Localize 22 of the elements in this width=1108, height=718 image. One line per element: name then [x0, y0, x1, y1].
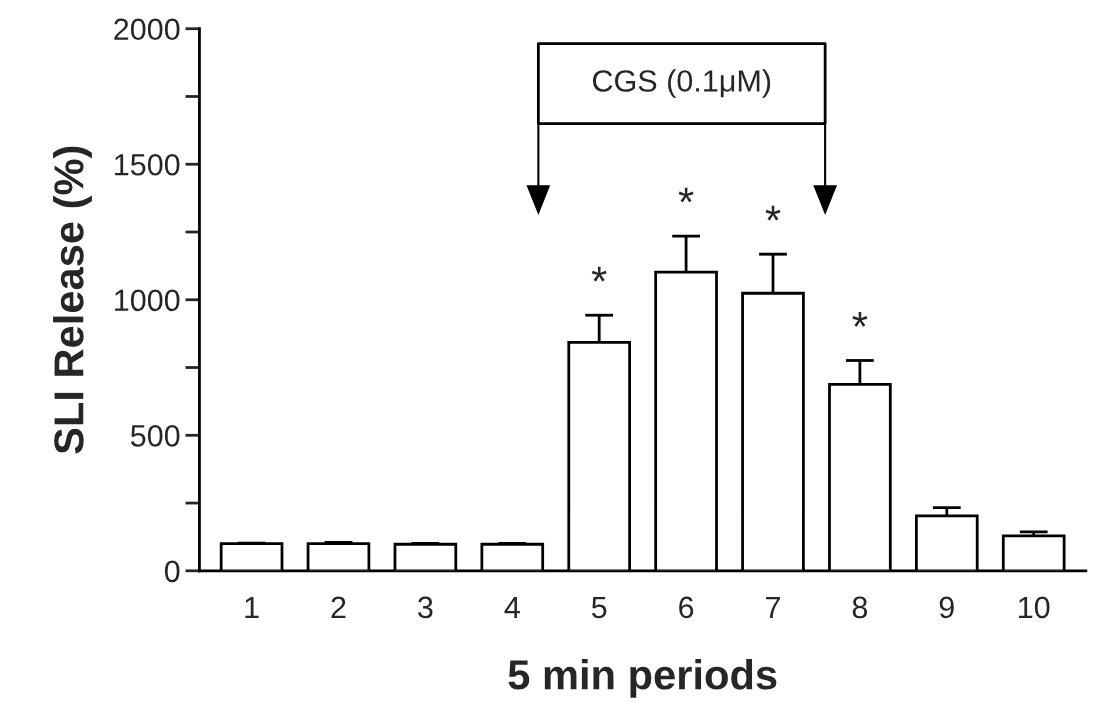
annotation: CGS (0.1μM): [593, 69, 771, 98]
annotation: *: [765, 205, 781, 221]
x-tick-label: 1: [245, 596, 259, 618]
y-tick-label: 1500: [115, 153, 180, 176]
x-tick-label: 3: [418, 596, 433, 619]
y-tick-label: 1000: [115, 289, 180, 312]
x-tick-label: 7: [766, 596, 780, 618]
annotation: *: [678, 187, 694, 203]
x-tick-label: 9: [939, 596, 954, 619]
x-tick-label: 10: [1019, 596, 1050, 619]
y-tick-label: 0: [164, 560, 180, 583]
y-axis-title: SLI Release (%): [53, 146, 92, 454]
x-tick-label: 6: [679, 596, 694, 619]
x-tick-label: 4: [504, 596, 520, 618]
annotation: *: [852, 312, 868, 327]
y-tick-label: 500: [130, 425, 180, 447]
annotation: *: [591, 266, 607, 282]
x-tick-label: 8: [852, 596, 868, 619]
y-tick-label: 2000: [114, 18, 180, 41]
x-tick-label: 5: [591, 596, 607, 619]
x-axis-title: 5 min periods: [508, 659, 777, 698]
x-tick-label: 2: [331, 596, 346, 618]
